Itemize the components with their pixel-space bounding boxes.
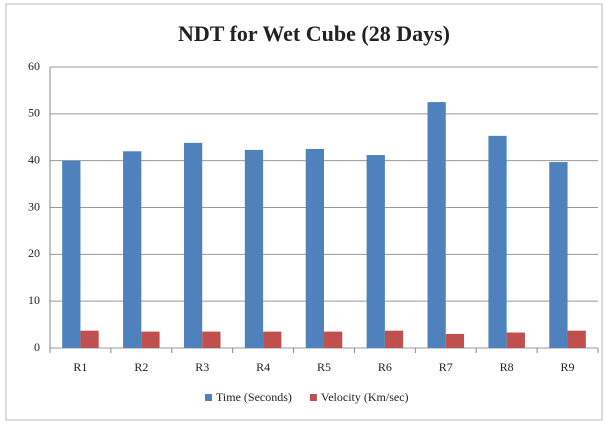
chart-title: NDT for Wet Cube (28 Days) bbox=[178, 21, 450, 46]
bar bbox=[183, 142, 203, 348]
legend-swatch bbox=[205, 394, 212, 401]
legend-label: Velocity (Km/sec) bbox=[321, 390, 409, 404]
bar bbox=[366, 155, 385, 348]
y-tick-label: 50 bbox=[28, 106, 40, 120]
bar bbox=[445, 333, 465, 348]
bar bbox=[305, 148, 324, 348]
legend-swatch bbox=[309, 394, 317, 401]
bar bbox=[324, 331, 343, 348]
bar bbox=[202, 331, 221, 348]
bar bbox=[123, 151, 142, 348]
x-tick-label: R5 bbox=[317, 360, 331, 374]
bar bbox=[488, 135, 507, 348]
bar bbox=[141, 331, 160, 348]
bar bbox=[506, 332, 525, 348]
bar bbox=[80, 330, 99, 348]
chart-border bbox=[5, 3, 603, 421]
bar bbox=[427, 102, 446, 348]
y-tick-label: 10 bbox=[28, 293, 40, 307]
y-tick-label: 20 bbox=[28, 246, 40, 260]
x-tick-label: R6 bbox=[378, 360, 392, 374]
x-tick-label: R2 bbox=[134, 360, 148, 374]
bar bbox=[384, 330, 404, 348]
bar bbox=[62, 160, 81, 348]
bar bbox=[263, 331, 282, 348]
bar bbox=[549, 162, 568, 348]
x-tick-label: R1 bbox=[73, 360, 87, 374]
y-tick-label: 0 bbox=[34, 340, 40, 354]
y-tick-label: 60 bbox=[28, 59, 40, 73]
x-tick-label: R7 bbox=[439, 360, 453, 374]
x-tick-label: R4 bbox=[256, 360, 270, 374]
x-tick-label: R3 bbox=[195, 360, 209, 374]
x-tick-label: R9 bbox=[561, 360, 575, 374]
y-tick-label: 40 bbox=[28, 152, 40, 166]
legend-label: Time (Seconds) bbox=[216, 390, 292, 404]
bar bbox=[244, 149, 264, 348]
y-tick-label: 30 bbox=[28, 199, 40, 213]
bar bbox=[567, 330, 586, 348]
x-tick-label: R8 bbox=[500, 360, 514, 374]
